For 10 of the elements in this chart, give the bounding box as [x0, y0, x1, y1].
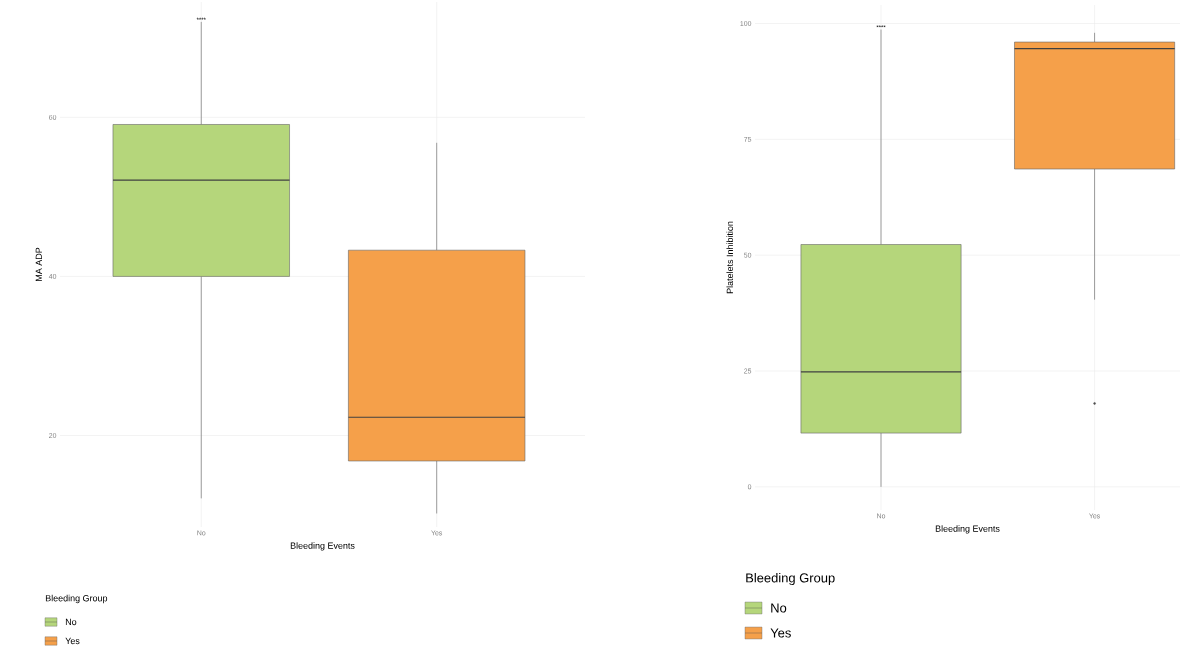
- x-axis-title: Bleeding Events: [290, 542, 355, 551]
- y-axis-title: Platelets Inhibition: [726, 221, 734, 294]
- legend-label: No: [771, 603, 787, 613]
- y-axis-title: MA ADP: [35, 247, 42, 281]
- legend-title: Bleeding Group: [45, 594, 108, 604]
- legend-label: Yes: [65, 637, 80, 645]
- x-axis-title: Bleeding Events: [935, 525, 1000, 534]
- legend-label: Yes: [770, 628, 791, 638]
- legend-label: No: [65, 618, 77, 626]
- legend-title: Bleeding Group: [746, 572, 835, 586]
